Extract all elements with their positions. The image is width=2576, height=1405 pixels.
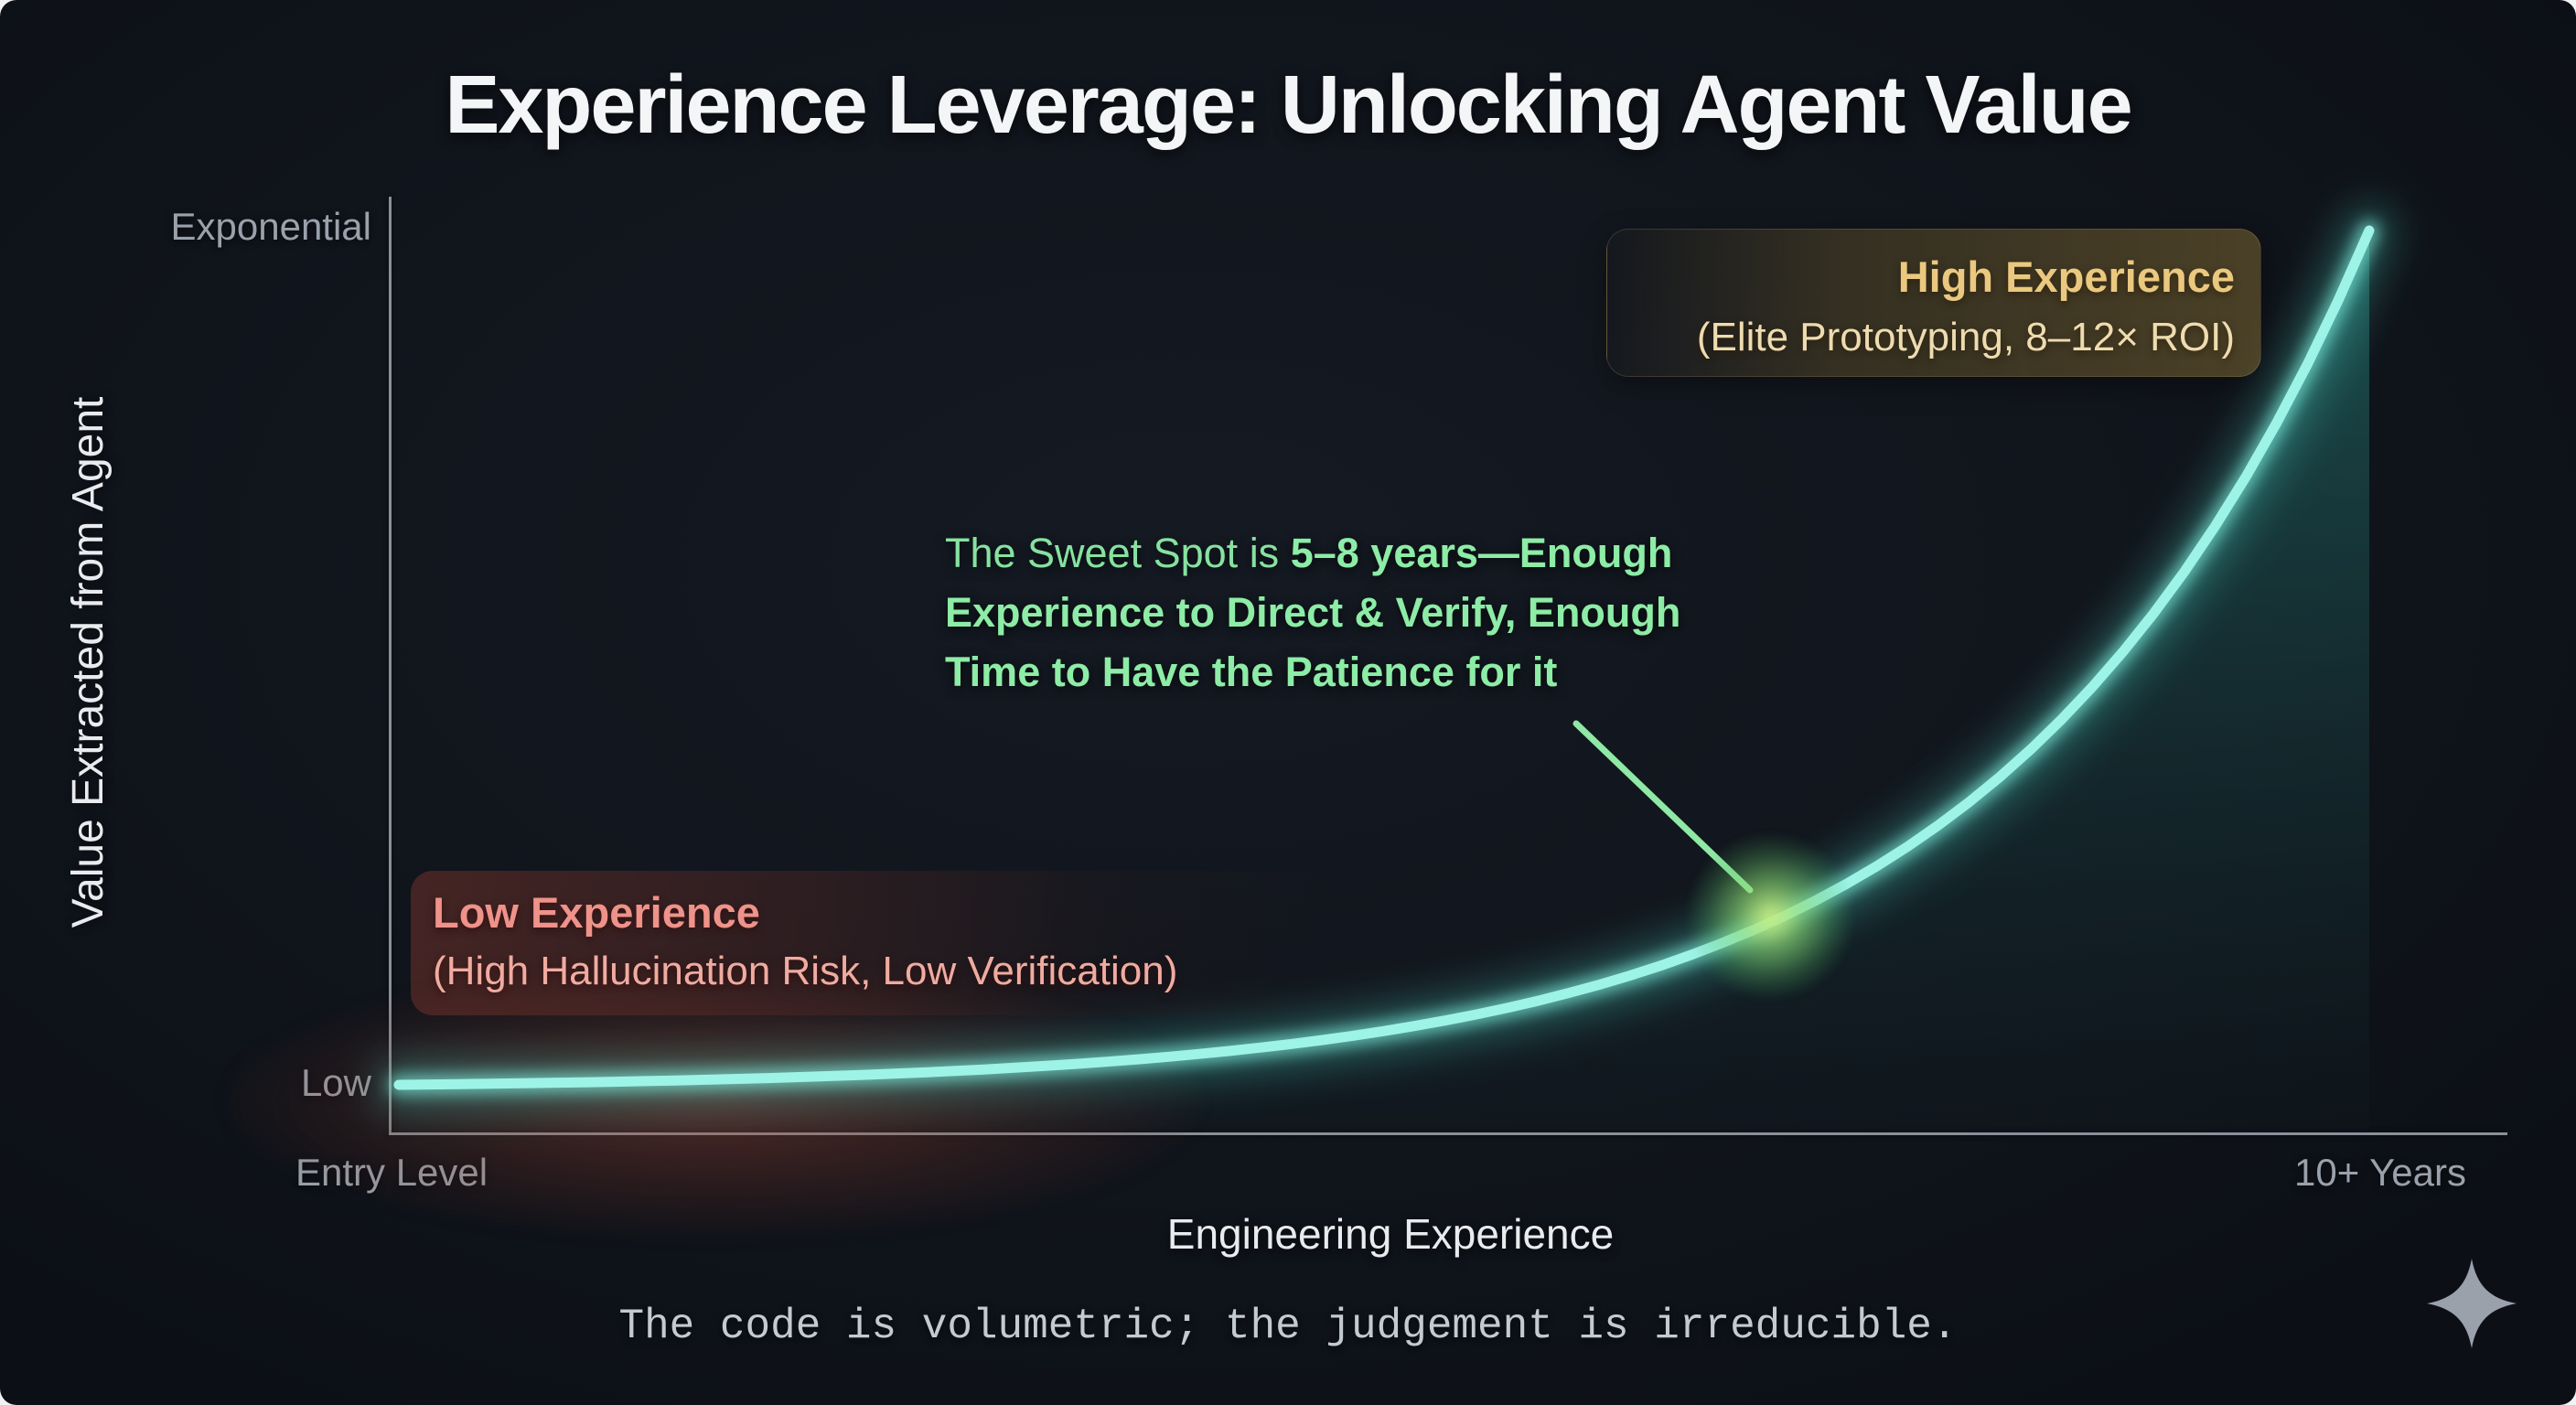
value-curve <box>393 225 2375 1090</box>
y-tick-low: Low <box>55 1061 371 1105</box>
x-tick-10-plus-years: 10+ Years <box>2293 1151 2466 1194</box>
sweet-spot-line-1: The Sweet Spot is 5–8 years—Enough <box>945 530 1673 576</box>
low-experience-title: Low Experience <box>433 888 760 937</box>
page-title: Experience Leverage: Unlocking Agent Val… <box>445 59 2132 151</box>
high-experience-subtitle: (Elite Prototyping, 8–12× ROI) <box>1696 315 2235 359</box>
low-experience-annotation: Low Experience (High Hallucination Risk,… <box>411 871 1326 1015</box>
sweet-spot-annotation: The Sweet Spot is 5–8 years—Enough Exper… <box>945 523 1680 702</box>
low-experience-subtitle: (High Hallucination Risk, Low Verificati… <box>433 949 1178 993</box>
x-tick-entry-level: Entry Level <box>295 1151 488 1195</box>
y-axis-line <box>389 197 392 1134</box>
sweet-spot-line-2: Experience to Direct & Verify, Enough <box>945 589 1681 636</box>
sparkle-icon <box>2427 1259 2517 1348</box>
x-axis-line <box>389 1132 2507 1135</box>
y-tick-exponential: Exponential <box>170 205 372 248</box>
x-axis-title: Engineering Experience <box>1166 1210 1615 1258</box>
high-experience-title: High Experience <box>1897 252 2235 301</box>
sweet-spot-marker <box>1688 834 1852 999</box>
sweet-spot-line-3: Time to Have the Patience for it <box>945 649 1558 695</box>
footer-caption: The code is volumetric; the judgement is… <box>618 1303 1958 1350</box>
under-curve-area-fill <box>399 231 2369 1133</box>
high-experience-annotation: High Experience (Elite Prototyping, 8–12… <box>1606 229 2261 377</box>
